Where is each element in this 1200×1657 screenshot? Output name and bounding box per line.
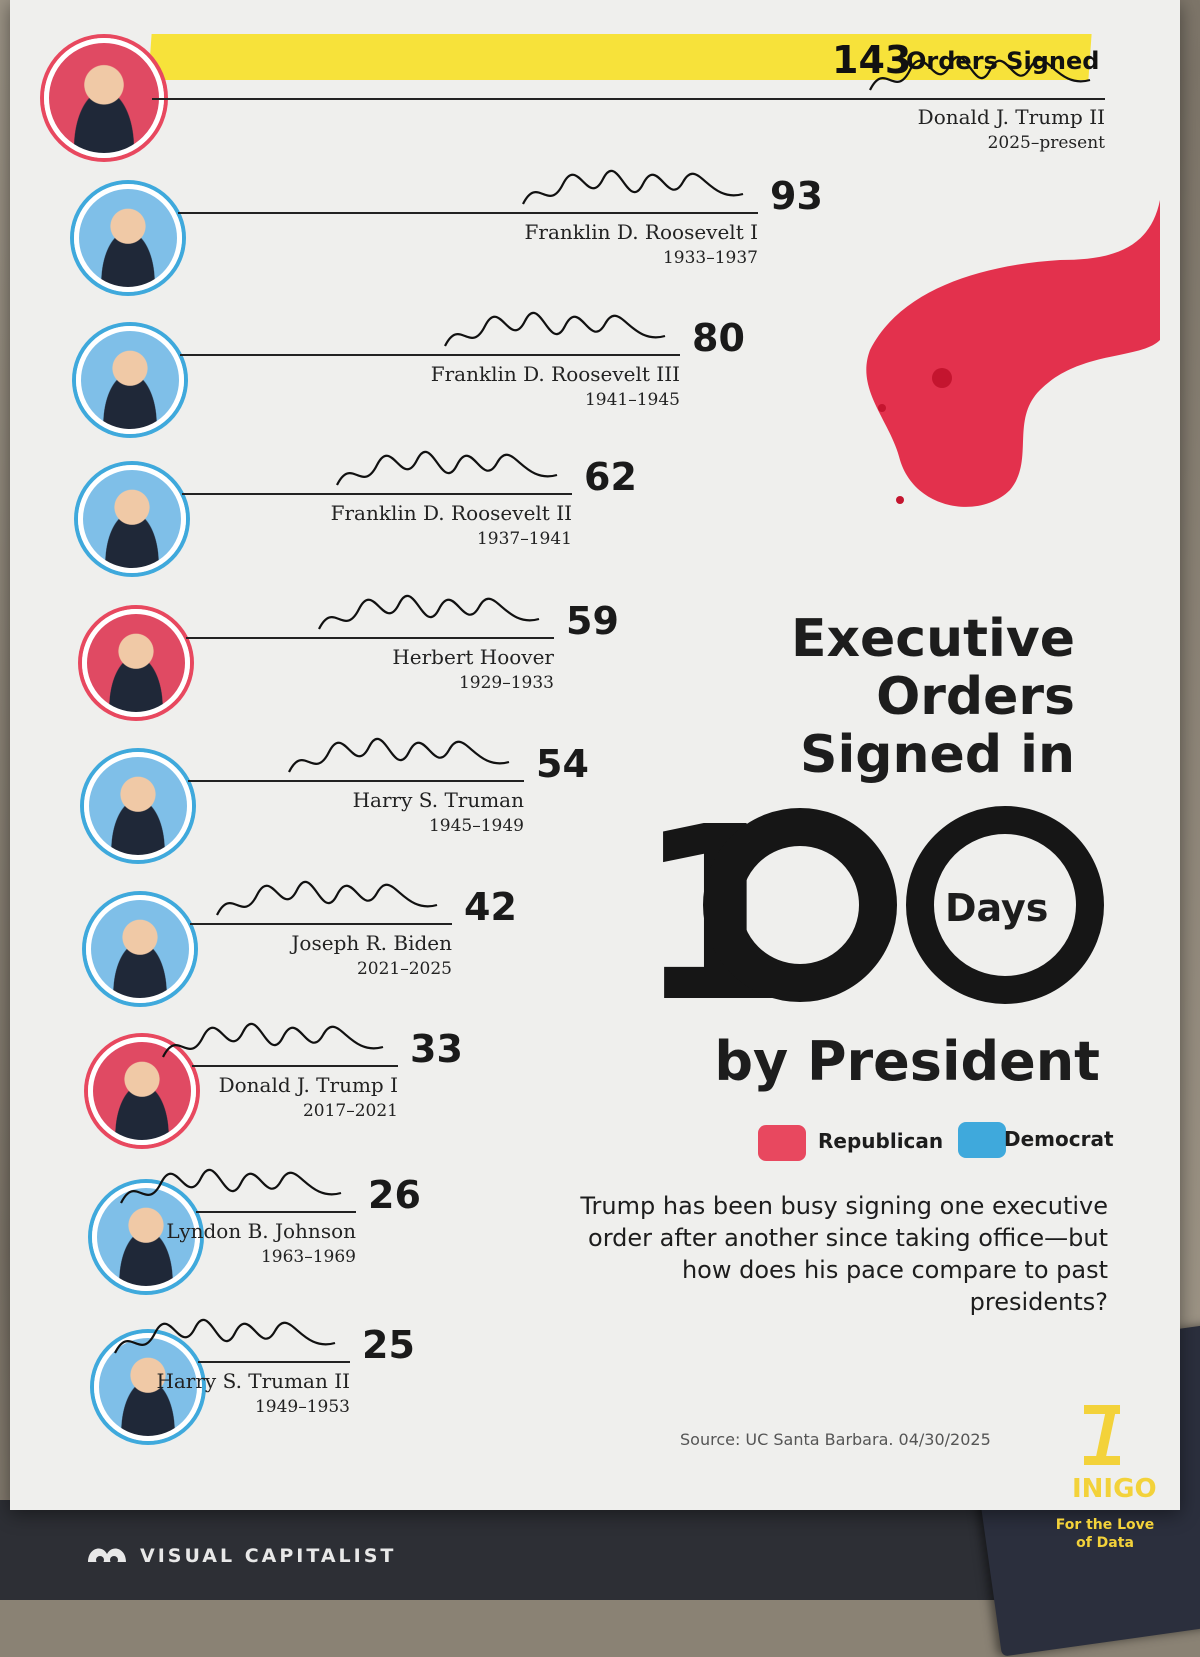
- president-name-7: Donald J. Trump I: [218, 1073, 398, 1097]
- signature-7: [162, 1022, 384, 1058]
- bar-rule-8: [196, 1211, 356, 1213]
- count-value-8: 26: [368, 1173, 421, 1217]
- portrait-6: [86, 895, 194, 1003]
- signature-0: [869, 55, 1091, 91]
- subtitle: Trump has been busy signing one executiv…: [580, 1192, 1108, 1316]
- inigo-logo-text: INIGO: [1072, 1474, 1157, 1504]
- president-name-6: Joseph R. Biden: [291, 931, 452, 955]
- signature-2: [444, 311, 666, 347]
- title-line-1: Executive: [790, 609, 1075, 669]
- count-value-9: 25: [362, 1323, 415, 1367]
- bar-rule-0: [152, 98, 1105, 100]
- signature-8: [120, 1168, 342, 1204]
- count-value-3: 62: [584, 455, 637, 499]
- bar-rule-4: [186, 637, 554, 639]
- count-value-4: 59: [566, 599, 619, 643]
- president-name-8: Lyndon B. Johnson: [166, 1219, 356, 1243]
- portrait-3: [78, 465, 186, 573]
- top-count-suffix: Orders Signed: [906, 47, 1100, 75]
- count-value-6: 42: [464, 885, 517, 929]
- signature-4: [318, 594, 540, 630]
- count-value-7: 33: [410, 1027, 463, 1071]
- president-name-2: Franklin D. Roosevelt III: [430, 362, 680, 386]
- president-years-3: 1937–1941: [476, 529, 572, 549]
- visual-capitalist-logo-icon: [88, 1548, 126, 1564]
- big-100-graphic: 1: [640, 800, 1104, 1010]
- president-years-2: 1941–1945: [584, 390, 680, 410]
- president-name-3: Franklin D. Roosevelt II: [330, 501, 572, 525]
- signature-9: [114, 1318, 336, 1354]
- president-years-7: 2017–2021: [302, 1101, 398, 1121]
- bar-rule-1: [178, 212, 758, 214]
- portrait-5: [84, 752, 192, 860]
- president-name-9: Harry S. Truman II: [156, 1369, 350, 1393]
- inigo-logo-icon: [1084, 1405, 1120, 1465]
- bar-rule-7: [192, 1065, 398, 1067]
- legend-democrat-swatch: [958, 1122, 1006, 1158]
- president-name-5: Harry S. Truman: [352, 788, 524, 812]
- legend-republican-swatch: [758, 1125, 806, 1161]
- ink-splash-graphic: [866, 200, 1160, 507]
- portrait-8: [92, 1183, 200, 1291]
- top-count-value: 143: [832, 38, 912, 82]
- legend-democrat-label: Democrat: [1004, 1127, 1114, 1151]
- portrait-7: [88, 1037, 196, 1145]
- days-label: Days: [945, 886, 1049, 930]
- bar-rule-3: [182, 493, 572, 495]
- portrait-0: [44, 38, 164, 158]
- portrait-2: [76, 326, 184, 434]
- bar-rule-5: [188, 780, 524, 782]
- signature-1: [522, 169, 744, 205]
- count-value-2: 80: [692, 316, 745, 360]
- count-value-5: 54: [536, 742, 589, 786]
- signature-5: [288, 737, 510, 773]
- portrait-1: [74, 184, 182, 292]
- bar-rule-2: [180, 354, 680, 356]
- president-name-0: Donald J. Trump II: [917, 105, 1105, 129]
- visual-capitalist-logo-text: VISUAL CAPITALIST: [140, 1545, 397, 1567]
- title-line-2: Orders: [876, 667, 1075, 727]
- president-name-4: Herbert Hoover: [392, 645, 554, 669]
- portrait-9: [94, 1333, 202, 1441]
- signature-6: [216, 880, 438, 916]
- source-note: Source: UC Santa Barbara. 04/30/2025: [680, 1430, 991, 1449]
- president-years-5: 1945–1949: [428, 816, 524, 836]
- title-by-president: by President: [714, 1030, 1100, 1093]
- bar-rule-9: [198, 1361, 350, 1363]
- president-years-0: 2025–present: [987, 133, 1105, 153]
- president-years-6: 2021–2025: [356, 959, 452, 979]
- signature-3: [336, 450, 558, 486]
- count-value-1: 93: [770, 174, 823, 218]
- legend-republican-label: Republican: [818, 1129, 944, 1153]
- portrait-4: [82, 609, 190, 717]
- chart-title: Executive Orders Signed in: [791, 610, 1075, 784]
- president-years-4: 1929–1933: [458, 673, 554, 693]
- president-years-1: 1933–1937: [662, 248, 758, 268]
- president-years-9: 1949–1953: [254, 1397, 350, 1417]
- bar-rule-6: [190, 923, 452, 925]
- president-years-8: 1963–1969: [260, 1247, 356, 1267]
- infographic-paper: [10, 0, 1180, 1510]
- title-line-3: Signed in: [800, 725, 1075, 785]
- inigo-tagline: For the Love of Data: [1055, 1517, 1155, 1551]
- president-name-1: Franklin D. Roosevelt I: [524, 220, 759, 244]
